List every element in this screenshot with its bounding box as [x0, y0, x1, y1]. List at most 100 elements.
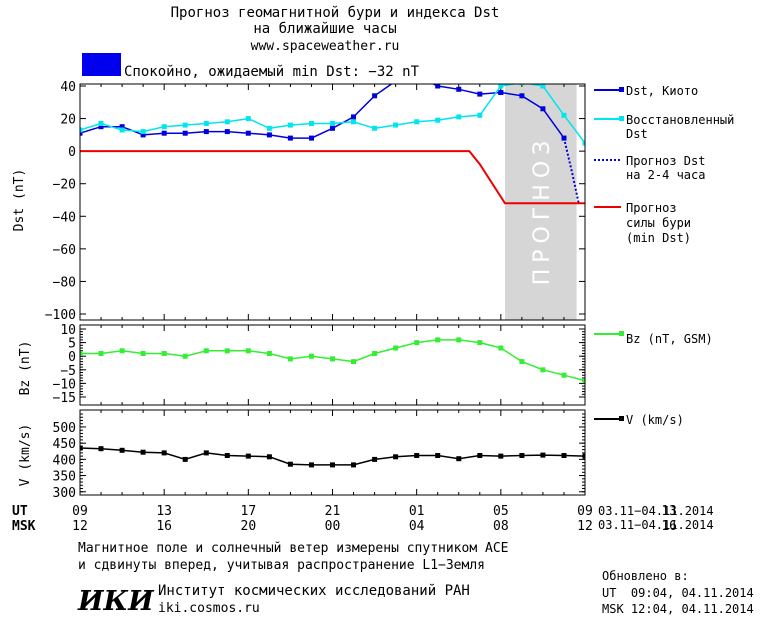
data-point: [140, 132, 146, 138]
data-point: [561, 453, 567, 458]
ut-tick-label: 17: [241, 504, 257, 519]
series-line-0-4: [80, 150, 585, 205]
data-point: [582, 140, 585, 146]
data-point: [182, 130, 188, 136]
data-point: [119, 127, 125, 133]
data-point: [414, 453, 420, 458]
y-tick-label: 450: [53, 437, 76, 452]
data-point: [287, 135, 293, 141]
bz-plot-area: [80, 337, 585, 384]
legend-restored-dst: Восстановленный Dst: [594, 113, 734, 141]
data-point: [351, 114, 356, 120]
data-point: [477, 453, 483, 458]
note-line1: Магнитное поле и солнечный ветер измерен…: [78, 541, 508, 556]
msk-tick-label: 12: [72, 519, 88, 534]
legend-restored-dst-label: Восстановленный Dst: [626, 113, 734, 141]
data-point: [98, 351, 104, 356]
data-point: [435, 117, 441, 123]
data-point: [119, 348, 125, 354]
data-point: [161, 450, 167, 456]
data-point: [582, 378, 585, 384]
msk-range: 03.11−04.11.2014: [598, 518, 714, 532]
y-tick-label: 20: [60, 113, 76, 128]
data-point: [245, 130, 251, 136]
y-tick-label: 300: [53, 486, 76, 501]
data-point: [161, 124, 167, 130]
msk-tick-label: 00: [325, 519, 341, 534]
y-tick-label: 400: [53, 453, 76, 468]
data-point: [372, 456, 378, 462]
y-tick-label: 5: [68, 337, 76, 352]
legend-dst-forecast-label: Прогноз Dst на 2-4 часа: [626, 154, 705, 182]
ut-tick-label: 09: [577, 504, 593, 519]
legend-dst-kyoto: Dst, Киото: [594, 84, 698, 98]
data-point: [351, 119, 356, 125]
data-point: [582, 453, 585, 459]
data-point: [456, 337, 462, 343]
forecast-region: [505, 84, 577, 320]
data-point: [435, 84, 441, 89]
y-tick-label: −15: [53, 391, 76, 406]
data-point: [477, 91, 483, 97]
legend-v-label: V (km/s): [626, 413, 684, 427]
legend-v: V (km/s): [594, 413, 684, 427]
data-point: [456, 456, 462, 462]
dst-frame: [79, 83, 586, 321]
y-tick-label: 0: [68, 145, 76, 160]
data-point: [140, 351, 146, 356]
data-point: [80, 130, 83, 136]
data-point: [266, 454, 272, 460]
data-point: [372, 351, 378, 356]
ut-tick-label: 05: [493, 504, 509, 519]
y-tick-label: −60: [53, 243, 76, 258]
data-point: [287, 122, 293, 128]
data-point: [477, 112, 483, 118]
v-plot-area: [80, 445, 585, 468]
ut-tick-label: 21: [325, 504, 341, 519]
data-point: [330, 121, 335, 126]
legend-dst-forecast: Прогноз Dst на 2-4 часа: [594, 154, 705, 182]
y-tick-label: 500: [53, 421, 76, 436]
data-point: [245, 116, 251, 122]
data-point: [393, 454, 399, 460]
data-point: [203, 348, 209, 354]
data-point: [182, 353, 188, 359]
data-point: [435, 337, 441, 343]
bz-frame: [79, 324, 586, 406]
data-point: [414, 340, 420, 346]
msk-tick-label: 20: [241, 519, 257, 534]
msk-tick-label: 04: [409, 519, 425, 534]
legend-dst-kyoto-label: Dst, Киото: [626, 84, 698, 98]
data-point: [309, 462, 314, 468]
title-line1: Прогноз геомагнитной бури и индекса Dst: [171, 5, 500, 21]
bz-y-label: Bz (nT): [18, 341, 33, 396]
data-point: [98, 124, 104, 130]
data-point: [519, 93, 525, 99]
ut-tick-label: 01: [409, 504, 425, 519]
data-point: [309, 121, 314, 126]
data-point: [161, 130, 167, 136]
data-point: [456, 86, 462, 92]
msk-tick-label: 16: [661, 519, 677, 534]
data-point: [498, 84, 504, 89]
data-point: [98, 121, 104, 126]
data-point: [540, 452, 546, 458]
y-tick-label: 350: [53, 470, 76, 485]
y-tick-label: −5: [60, 364, 76, 379]
data-point: [309, 353, 314, 359]
dst-y-label: Dst (nT): [12, 169, 27, 232]
dst-panel: ПРОГНОЗ 40 20 0 −20 −40 −60 −80 −100 Dst (nT): [12, 80, 586, 323]
site-url: www.spaceweather.ru: [251, 39, 400, 54]
data-point: [245, 348, 251, 354]
ut-tick-label: 13: [661, 504, 677, 519]
data-point: [224, 453, 230, 458]
data-point: [309, 135, 314, 141]
ut-tick-label: 13: [156, 504, 172, 519]
data-point: [182, 122, 188, 128]
